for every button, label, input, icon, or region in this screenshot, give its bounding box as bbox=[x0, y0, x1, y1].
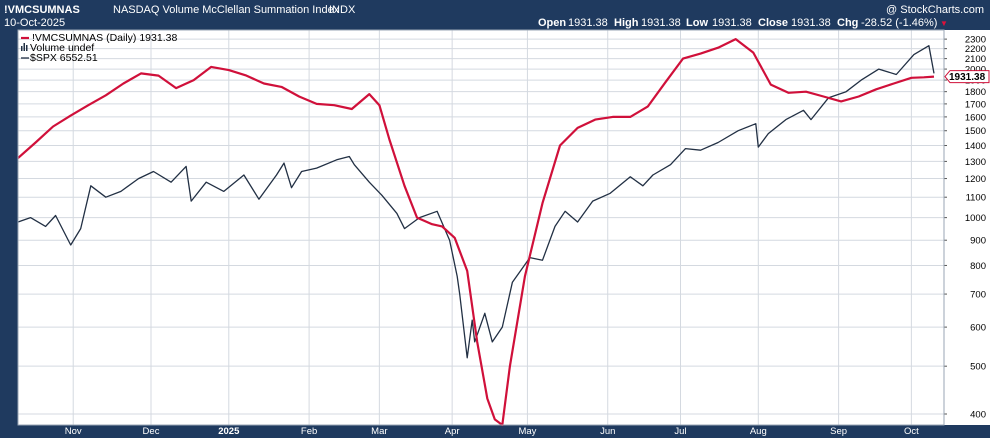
y-tick-label: 1000 bbox=[965, 213, 986, 224]
legend: !VMCSUMNAS (Daily) 1931.38 Volume undef … bbox=[21, 32, 177, 64]
legend-volume-label: Volume undef bbox=[30, 42, 94, 54]
y-tick-label: 1300 bbox=[965, 157, 986, 168]
series-line-vmcsumnas bbox=[17, 38, 935, 427]
high-label: High bbox=[614, 17, 639, 29]
y-tick-label: 800 bbox=[970, 261, 986, 272]
x-tick-label: Apr bbox=[445, 426, 460, 437]
y-tick-label: 1600 bbox=[965, 112, 986, 123]
x-tick-label: May bbox=[518, 426, 536, 437]
plot-border bbox=[17, 29, 945, 426]
high-value: 1931.38 bbox=[641, 17, 681, 29]
x-tick-label: Sep bbox=[830, 426, 847, 437]
series-line-spx bbox=[17, 45, 935, 359]
y-tick-label: 900 bbox=[970, 236, 986, 247]
chg-down-arrow-icon: ▼ bbox=[940, 19, 948, 28]
x-tick-label: Nov bbox=[65, 426, 82, 437]
x-tick-label: Oct bbox=[904, 426, 919, 437]
chart-description: NASDAQ Volume McClellan Summation Index bbox=[113, 4, 340, 16]
last-price-label: 1931.38 bbox=[949, 72, 986, 83]
open-label: Open bbox=[538, 17, 566, 29]
y-axis-ticks: 400 500 600 700 800 900 1000 1100 1200 1300 1400 15… bbox=[944, 35, 986, 421]
y-tick-label: 2000 bbox=[965, 65, 986, 76]
y-tick-label: 1400 bbox=[965, 141, 986, 152]
y-tick-label: 2200 bbox=[965, 44, 986, 55]
low-label: Low bbox=[686, 17, 708, 29]
y-tick-label: 1100 bbox=[966, 193, 986, 204]
low-value: 1931.38 bbox=[712, 17, 752, 29]
watermark: @ StockCharts.com bbox=[886, 4, 984, 16]
chart-symbol: !VMCSUMNAS bbox=[4, 4, 80, 16]
y-tick-label: 700 bbox=[970, 290, 986, 301]
open-value: 1931.38 bbox=[568, 17, 608, 29]
close-label: Close bbox=[758, 17, 788, 29]
y-gridlines bbox=[18, 38, 944, 415]
chg-value: -28.52 (-1.46%) bbox=[861, 17, 937, 29]
x-tick-label: Jul bbox=[674, 426, 686, 437]
y-tick-label: 2300 bbox=[965, 35, 986, 46]
legend-main-label: !VMCSUMNAS (Daily) 1931.38 bbox=[32, 32, 177, 44]
x-tick-label: Aug bbox=[750, 426, 767, 437]
chart-date: 10-Oct-2025 bbox=[4, 17, 65, 29]
last-price-tag: 1931.38 bbox=[944, 70, 990, 83]
volume-bars-icon bbox=[21, 43, 28, 51]
close-value: 1931.38 bbox=[791, 17, 831, 29]
x-tick-label: Dec bbox=[143, 426, 160, 437]
x-tick-label: Mar bbox=[371, 426, 387, 437]
x-tick-label: Feb bbox=[301, 426, 317, 437]
x-axis-ticks: Nov Dec 2025 Feb Mar Apr May Jun Jul Aug Sep Oct bbox=[65, 426, 919, 437]
ohlc-readout: Open 1931.38 High 1931.38 Low 1931.38 Cl… bbox=[538, 17, 948, 29]
y-tick-label: 2100 bbox=[965, 54, 986, 65]
y-tick-label: 500 bbox=[970, 362, 986, 373]
x-tick-label: Jun bbox=[600, 426, 615, 437]
legend-spx-label: $SPX 6552.51 bbox=[30, 52, 98, 64]
x-gridlines bbox=[72, 30, 912, 425]
chart-exchange: INDX bbox=[329, 4, 356, 16]
y-tick-label: 1500 bbox=[965, 126, 986, 137]
y-tick-label: 1800 bbox=[965, 87, 986, 98]
x-tick-label: 2025 bbox=[218, 426, 240, 437]
y-tick-label: 1700 bbox=[965, 99, 986, 110]
y-axis-panel bbox=[944, 30, 990, 425]
chg-label: Chg bbox=[837, 17, 858, 29]
y-tick-label: 400 bbox=[970, 410, 986, 421]
y-tick-label: 1200 bbox=[965, 174, 986, 185]
y-tick-label: 600 bbox=[970, 323, 986, 334]
